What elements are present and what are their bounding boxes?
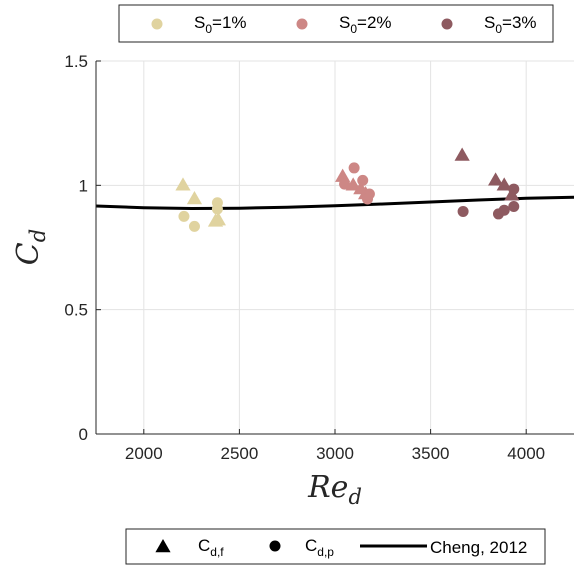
data-point-circle — [211, 203, 223, 215]
data-point-triangle — [335, 168, 351, 182]
slope-legend-label: S0=1% — [194, 13, 247, 36]
data-point-circle — [457, 205, 469, 217]
slope-legend-label: S0=3% — [484, 13, 537, 36]
data-point-circle — [508, 183, 520, 195]
y-tick-label: 1 — [79, 176, 88, 195]
data-point-circle — [188, 220, 200, 232]
data-series — [95, 147, 575, 232]
slope-legend: S0=1% S0=2% S0=3% — [118, 4, 554, 43]
y-axis-label: Cd — [11, 229, 50, 265]
legend-cdp-label: Cd,p — [305, 536, 334, 559]
data-point-circle — [178, 210, 190, 222]
slope-legend-marker — [296, 18, 308, 30]
y-axis-label-main: C — [11, 242, 46, 265]
data-point-triangle — [496, 177, 512, 191]
data-point-triangle — [186, 191, 203, 205]
x-axis-label-sub: d — [348, 485, 361, 509]
slope-legend-marker — [441, 18, 453, 30]
data-point-triangle — [175, 177, 191, 191]
y-axis-label-text: Cd — [11, 229, 50, 265]
data-point-triangle — [454, 147, 470, 161]
axes — [95, 60, 574, 435]
data-point-circle — [357, 174, 369, 186]
data-point-triangle — [488, 172, 504, 186]
x-tick-label: 2000 — [125, 444, 163, 463]
x-tick-label: 4000 — [507, 444, 545, 463]
data-point-circle — [339, 178, 351, 190]
legend-circle-marker — [269, 540, 281, 552]
x-tick-label: 2500 — [220, 444, 258, 463]
legend-triangle-marker — [155, 539, 171, 553]
y-tick-label: 0 — [79, 425, 88, 444]
slope-legend-label: S0=2% — [339, 13, 392, 36]
y-tick-label: 0.5 — [64, 301, 88, 320]
y-tick-label: 1.5 — [64, 52, 88, 71]
x-tick-label: 3500 — [412, 444, 450, 463]
data-point-triangle — [345, 177, 361, 191]
slope-legend-marker — [151, 18, 163, 30]
legend-cdf-label: Cd,f — [198, 536, 224, 559]
data-point-circle — [498, 204, 510, 216]
x-axis-label-main: Re — [307, 470, 348, 505]
marker-legend: Cd,f Cd,p Cheng, 2012 — [125, 528, 546, 565]
marker-legend-box — [125, 528, 546, 565]
tick-labels: 2000 2500 3000 3500 4000 0 0.5 1 1.5 — [64, 52, 545, 463]
x-tick-label: 3000 — [316, 444, 354, 463]
cheng-2012-line — [95, 195, 575, 211]
data-point-circle — [362, 193, 374, 205]
y-axis-label-sub: d — [26, 229, 50, 242]
slope-legend-box — [118, 4, 554, 43]
x-axis-label-text: Red — [307, 470, 362, 509]
data-point-circle — [348, 162, 360, 174]
data-point-circle — [508, 200, 520, 212]
legend-cheng-label: Cheng, 2012 — [430, 538, 527, 557]
data-point-triangle — [210, 212, 226, 226]
